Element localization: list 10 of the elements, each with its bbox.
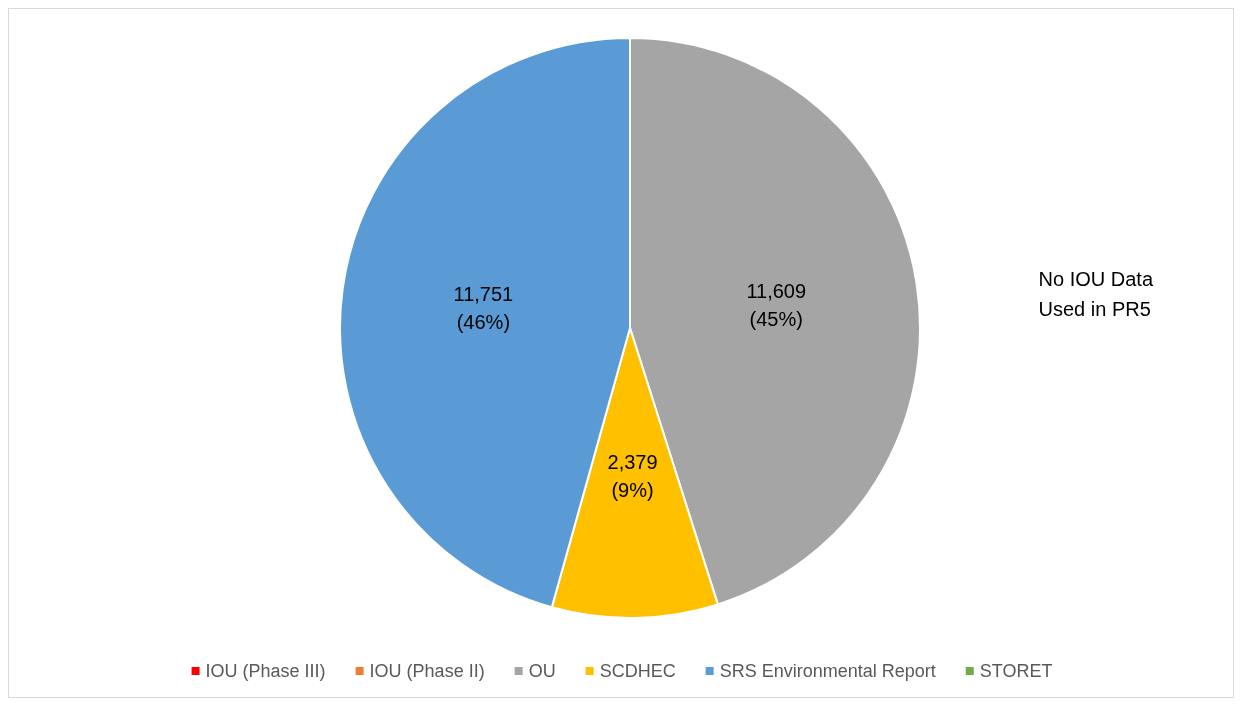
legend-label: SCDHEC: [599, 661, 676, 681]
data-label: 11,609 (45%): [746, 280, 807, 331]
legend-label: OU: [528, 661, 556, 681]
legend-label: STORET: [979, 661, 1053, 681]
legend-label: SRS Environmental Report: [719, 661, 936, 681]
text: No IOU Data Used in PR5: [1038, 268, 1154, 320]
data-label: 2,379 (9%): [607, 450, 658, 501]
legend-label: IOU (Phase III): [205, 661, 326, 681]
data-label: 11,751 (46%): [453, 282, 514, 333]
legend-label: IOU (Phase II): [369, 661, 485, 681]
